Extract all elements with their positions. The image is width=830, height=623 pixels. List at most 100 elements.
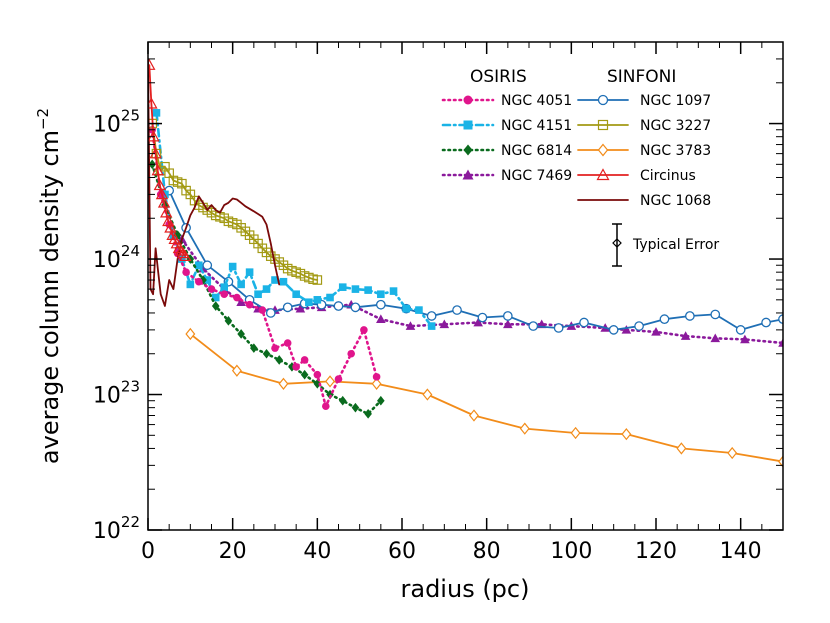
- data-point-circinus: [164, 221, 177, 233]
- y-tick-label: 1023: [93, 378, 140, 409]
- data-point-ngc-6814: [275, 355, 284, 365]
- data-point-ngc-1097: [710, 309, 721, 320]
- data-point-ngc-4051: [207, 285, 216, 293]
- series-circinus: [148, 58, 192, 261]
- data-point-ngc-4051: [271, 344, 279, 352]
- typical-error-label: Typical Error: [632, 237, 719, 253]
- data-point-ngc-1097: [735, 325, 746, 335]
- data-point-ngc-1097: [452, 305, 462, 315]
- data-point-ngc-3783: [778, 455, 783, 468]
- data-point-ngc-4051: [245, 300, 254, 309]
- series-ngc-3783: [185, 327, 783, 468]
- series-ngc-6814: [148, 159, 385, 419]
- legend-label: NGC 3783: [640, 143, 711, 159]
- data-point-ngc-6814: [326, 389, 334, 400]
- data-point-ngc-3783: [519, 422, 530, 435]
- x-tick-label: 60: [388, 539, 416, 564]
- data-point-ngc-1097: [282, 302, 293, 313]
- data-point-ngc-1097: [761, 317, 771, 328]
- data-point-ngc-4051: [313, 370, 322, 379]
- data-point-ngc-1097: [202, 260, 213, 271]
- data-point-ngc-1097: [502, 311, 513, 321]
- legend-item-ngc-7469: NGC 7469: [441, 168, 572, 184]
- x-tick-label: 80: [473, 539, 501, 564]
- legend-item-ngc-4051: NGC 4051: [441, 93, 572, 109]
- data-point-ngc-7469: [710, 333, 721, 343]
- data-point-ngc-4151: [237, 280, 245, 289]
- legend-group-title: SINFONI: [607, 67, 676, 87]
- data-point-ngc-1097: [375, 299, 386, 310]
- data-point-circinus: [172, 241, 186, 254]
- series-ngc-1068: [148, 58, 281, 307]
- data-point-ngc-7469: [236, 297, 246, 307]
- data-point-ngc-7469: [621, 325, 632, 334]
- data-point-ngc-4151: [262, 285, 271, 293]
- legend-label: NGC 4151: [501, 118, 572, 134]
- data-point-ngc-6814: [237, 329, 245, 339]
- legend-marker: [597, 143, 609, 157]
- legend-label: NGC 6814: [501, 143, 572, 159]
- x-tick-label: 120: [635, 539, 677, 564]
- data-point-ngc-4151: [152, 109, 161, 117]
- data-point-ngc-3783: [231, 364, 242, 377]
- legend-marker: [597, 119, 609, 131]
- series-line-ngc-4151: [155, 111, 433, 328]
- data-point-ngc-3783: [185, 327, 196, 341]
- series-line-ngc-1097: [168, 189, 783, 331]
- series-line-ngc-3227: [151, 122, 319, 281]
- data-point-ngc-3783: [371, 377, 382, 390]
- data-point-ngc-4151: [415, 306, 423, 314]
- data-point-ngc-4051: [283, 339, 292, 347]
- legend-marker: [463, 120, 473, 130]
- legend-label: Circinus: [640, 168, 696, 184]
- data-point-ngc-4151: [211, 293, 220, 302]
- data-point-ngc-4151: [338, 283, 347, 291]
- data-point-ngc-3783: [570, 426, 581, 440]
- series-ngc-4151: [152, 109, 436, 330]
- data-point-ngc-4051: [233, 293, 241, 302]
- data-point-ngc-4051: [292, 363, 300, 371]
- legend-label: NGC 3227: [640, 118, 711, 134]
- legend-marker: [463, 95, 473, 105]
- legend-item-ngc-6814: NGC 6814: [441, 143, 572, 159]
- data-point-circinus: [159, 206, 173, 218]
- data-point-ngc-6814: [199, 275, 207, 285]
- legend-marker: [463, 144, 473, 156]
- data-point-ngc-4051: [300, 356, 309, 364]
- data-point-ngc-4151: [186, 280, 195, 289]
- data-point-ngc-4051: [182, 268, 190, 276]
- data-point-ngc-4151: [178, 255, 186, 263]
- legend: OSIRIS NGC 4051 NGC 4151 NGC 6814 NGC 7469 SI…: [441, 67, 711, 209]
- data-point-ngc-6814: [300, 369, 309, 380]
- data-point-ngc-3783: [621, 427, 632, 441]
- data-point-ngc-3783: [727, 446, 738, 460]
- series-ngc-4051: [148, 125, 381, 410]
- legend-marker: [462, 169, 474, 180]
- data-point-ngc-4051: [334, 375, 343, 383]
- data-point-ngc-6814: [288, 362, 296, 372]
- data-point-ngc-4051: [258, 306, 267, 314]
- data-point-ngc-3783: [422, 388, 433, 401]
- x-tick-label: 20: [219, 539, 247, 564]
- data-point-ngc-6814: [250, 343, 258, 353]
- data-point-ngc-7469: [503, 319, 513, 329]
- data-point-circinus: [148, 130, 160, 142]
- data-point-ngc-1097: [634, 321, 644, 331]
- x-axis-label: radius (pc): [401, 575, 530, 603]
- legend-marker: [596, 168, 610, 181]
- series-line-ngc-3783: [189, 332, 783, 463]
- data-point-ngc-4151: [271, 276, 279, 284]
- data-point-ngc-4151: [292, 290, 300, 299]
- data-point-ngc-7469: [680, 331, 691, 340]
- data-point-ngc-4151: [313, 296, 322, 304]
- data-point-ngc-6814: [211, 301, 220, 311]
- data-point-circinus: [151, 164, 164, 176]
- legend-item-ngc-4151: NGC 4151: [441, 118, 572, 134]
- data-point-ngc-7469: [295, 303, 306, 313]
- data-point-circinus: [157, 196, 171, 208]
- data-point-ngc-3783: [325, 375, 336, 388]
- data-point-ngc-1097: [579, 317, 589, 328]
- data-point-circinus: [153, 178, 167, 191]
- data-point-ngc-4151: [326, 293, 334, 302]
- data-point-ngc-4151: [203, 276, 212, 284]
